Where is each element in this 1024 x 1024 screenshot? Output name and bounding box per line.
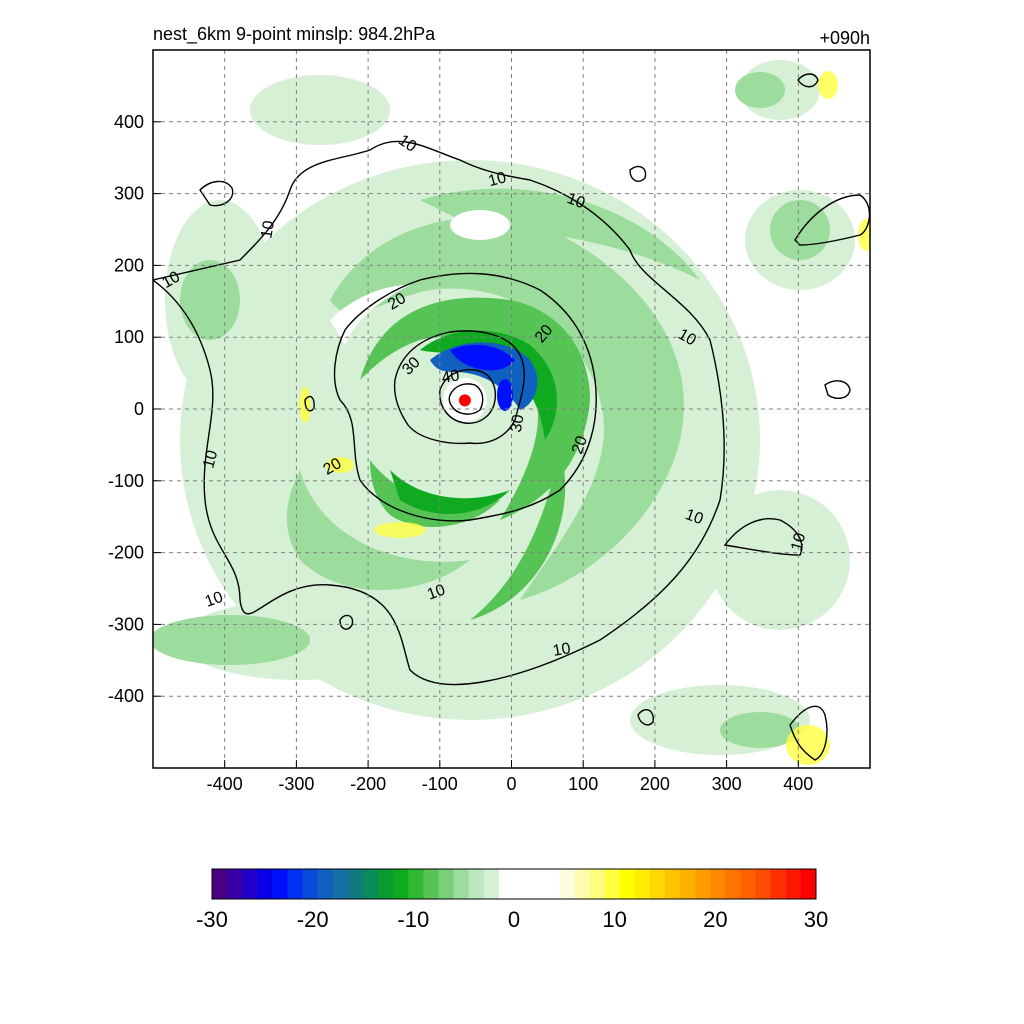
x-tick-label-8: 400 bbox=[783, 774, 813, 794]
colorbar-swatch-9 bbox=[347, 869, 364, 899]
colorbar-swatch-6 bbox=[302, 869, 319, 899]
colorbar-label-5: 20 bbox=[703, 907, 727, 932]
contour-label-7: 10 bbox=[675, 326, 699, 350]
contour-label-12: 10 bbox=[200, 448, 221, 470]
colorbar-swatch-10 bbox=[363, 869, 379, 899]
colorbar-label-3: 0 bbox=[508, 907, 520, 932]
colorbar-label-6: 30 bbox=[804, 907, 828, 932]
x-tick-label-1: -300 bbox=[278, 774, 314, 794]
colorbar-label-4: 10 bbox=[602, 907, 626, 932]
storm-center-marker bbox=[458, 394, 471, 407]
y-tick-label-5: -100 bbox=[108, 471, 144, 491]
contour-label-13: 20 bbox=[321, 455, 345, 479]
y-tick-label-1: 300 bbox=[114, 184, 144, 204]
colorbar-swatch-15 bbox=[438, 869, 455, 899]
colorbar-swatch-36 bbox=[755, 869, 772, 899]
colorbar-swatch-30 bbox=[665, 869, 681, 899]
colorbar-swatch-23 bbox=[559, 869, 575, 899]
contour-label-18: 10 bbox=[552, 640, 573, 660]
colorbar-swatch-5 bbox=[287, 869, 304, 899]
colorbar-swatch-17 bbox=[468, 869, 485, 899]
colorbar-swatch-25 bbox=[589, 869, 606, 899]
colorbar-swatch-22 bbox=[544, 869, 560, 899]
colorbar-label-0: -30 bbox=[196, 907, 228, 932]
contour-label-9: 40 bbox=[440, 367, 461, 387]
colorbar-swatch-38 bbox=[785, 869, 802, 899]
x-tick-label-0: -400 bbox=[207, 774, 243, 794]
colorbar-swatch-21 bbox=[529, 869, 545, 899]
x-tick-label-4: 0 bbox=[506, 774, 516, 794]
contour-label-10: 30 bbox=[508, 413, 528, 434]
contour-label-5: 20 bbox=[385, 290, 409, 314]
x-tick-label-3: -100 bbox=[422, 774, 458, 794]
colorbar-swatch-37 bbox=[770, 869, 787, 899]
contour-label-16: 10 bbox=[425, 581, 448, 603]
colorbar-swatch-39 bbox=[800, 869, 817, 899]
x-tick-label-5: 100 bbox=[568, 774, 598, 794]
contour-label-11: 20 bbox=[569, 434, 591, 457]
chart-title: nest_6km 9-point minslp: 984.2hPa bbox=[153, 24, 436, 45]
colorbar-swatch-33 bbox=[710, 869, 726, 899]
colorbar-frame bbox=[211, 868, 817, 900]
contour-label-4: 10 bbox=[159, 268, 183, 292]
colorbar-swatch-4 bbox=[272, 869, 288, 899]
contour-lines bbox=[153, 73, 870, 761]
y-tick-label-0: 400 bbox=[114, 112, 144, 132]
colorbar-swatch-27 bbox=[619, 869, 636, 899]
y-tick-label-6: -200 bbox=[108, 543, 144, 563]
contour-label-14: 10 bbox=[683, 506, 706, 528]
colorbar-swatch-16 bbox=[453, 869, 470, 899]
colorbar-swatch-20 bbox=[514, 869, 530, 899]
colorbar-swatch-12 bbox=[393, 869, 409, 899]
colorbar-swatch-18 bbox=[483, 869, 500, 899]
y-axis: 400 300 200 100 0 -100 -200 -300 -400 bbox=[108, 112, 161, 706]
colorbar-swatch-34 bbox=[725, 869, 741, 899]
colorbar-swatch-11 bbox=[378, 869, 394, 899]
contour-label-1: 10 bbox=[486, 169, 508, 190]
y-tick-label-2: 200 bbox=[114, 255, 144, 275]
colorbar-swatch-8 bbox=[332, 869, 349, 899]
colorbar-swatch-1 bbox=[227, 869, 243, 899]
contour-label-15: 10 bbox=[788, 531, 809, 553]
colorbar-swatch-29 bbox=[649, 869, 666, 899]
colorbar-swatch-35 bbox=[740, 869, 757, 899]
contour-label-2: 10 bbox=[565, 190, 588, 212]
colorbar-swatch-19 bbox=[498, 869, 515, 899]
contour-label-3: 10 bbox=[258, 219, 278, 240]
colorbar-swatch-32 bbox=[695, 869, 711, 899]
x-tick-label-7: 300 bbox=[712, 774, 742, 794]
colorbar-swatch-24 bbox=[574, 869, 590, 899]
colorbar-swatch-31 bbox=[680, 869, 696, 899]
forecast-hour-label: +090h bbox=[819, 28, 870, 48]
colorbar-label-2: -10 bbox=[397, 907, 429, 932]
colorbar-swatch-2 bbox=[242, 869, 258, 899]
y-tick-label-3: 100 bbox=[114, 327, 144, 347]
colorbar-label-1: -20 bbox=[297, 907, 329, 932]
x-tick-label-2: -200 bbox=[350, 774, 386, 794]
colorbar-swatch-28 bbox=[634, 869, 651, 899]
x-tick-label-6: 200 bbox=[640, 774, 670, 794]
colorbar-swatch-0 bbox=[212, 869, 228, 899]
colorbar-swatch-3 bbox=[257, 869, 273, 899]
contour-label-17: 10 bbox=[203, 589, 226, 611]
colorbar: -30 -20 -10 0 10 20 30 bbox=[196, 868, 828, 932]
colorbar-swatch-13 bbox=[408, 869, 424, 899]
colorbar-swatch-26 bbox=[604, 869, 621, 899]
colorbar-swatch-7 bbox=[317, 869, 334, 899]
x-axis: -400 -300 -200 -100 0 100 200 300 400 bbox=[207, 760, 813, 794]
y-tick-label-8: -400 bbox=[108, 686, 144, 706]
colorbar-swatch-14 bbox=[423, 869, 439, 899]
y-tick-label-4: 0 bbox=[134, 399, 144, 419]
y-tick-label-7: -300 bbox=[108, 614, 144, 634]
